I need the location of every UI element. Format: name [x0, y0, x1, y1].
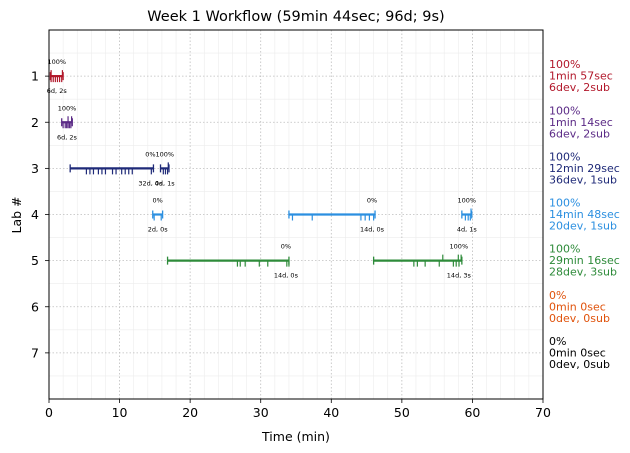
- y-tick-label: 2: [31, 115, 39, 130]
- x-tick-label: 70: [535, 405, 551, 420]
- session-count-label: 6d, 2s: [57, 133, 78, 141]
- lab-summary-line: 100%: [549, 243, 580, 256]
- lab-summary-line: 6dev, 2sub: [549, 81, 610, 94]
- lab-summary-line: 28dev, 3sub: [549, 266, 617, 279]
- session-percent-label: 0%: [281, 243, 291, 251]
- session-percent-label: 100%: [155, 150, 174, 158]
- x-tick-label: 40: [323, 405, 339, 420]
- lab-summary-line: 100%: [549, 197, 580, 210]
- chart-title: Week 1 Workflow (59min 44sec; 96d; 9s): [147, 9, 444, 25]
- lab-summary-line: 100%: [549, 58, 580, 71]
- session-percent-label: 0%: [367, 197, 377, 205]
- lab-summary-line: 6dev, 2sub: [549, 127, 610, 140]
- session-count-label: 6d, 2s: [47, 87, 68, 95]
- lab-summary-line: 1min 14sec: [549, 116, 613, 129]
- session-percent-label: 100%: [457, 197, 476, 205]
- session-percent-label: 100%: [58, 104, 77, 112]
- lab-summary-line: 0dev, 0sub: [549, 312, 610, 325]
- x-tick-label: 50: [394, 405, 410, 420]
- session-count-label: 4d, 1s: [155, 179, 176, 187]
- lab-summary-line: 0%: [549, 289, 566, 302]
- session-count-label: 4d, 1s: [457, 226, 478, 234]
- lab-summary-line: 36dev, 1sub: [549, 173, 617, 186]
- lab-summary-line: 0dev, 0sub: [549, 358, 610, 371]
- lab-summary-line: 14min 48sec: [549, 208, 620, 221]
- x-tick-label: 30: [253, 405, 269, 420]
- session-count-label: 14d, 0s: [360, 226, 385, 234]
- lab-summary-line: 0min 0sec: [549, 346, 606, 359]
- session-count-label: 2d, 0s: [148, 226, 169, 234]
- lab-summary-line: 1min 57sec: [549, 70, 613, 83]
- lab-summary-line: 29min 16sec: [549, 254, 620, 267]
- y-tick-label: 3: [31, 161, 39, 176]
- session-percent-label: 100%: [47, 58, 66, 66]
- lab-summary-line: 0min 0sec: [549, 300, 606, 313]
- y-axis-label: Lab #: [9, 196, 24, 233]
- lab-summary-line: 20dev, 1sub: [549, 220, 617, 233]
- y-tick-label: 7: [31, 345, 39, 360]
- timeline-marks: 100% 6d, 2s 100% 6d, 2s 0% 32d, 0s 100% 4d, 1s 0…: [47, 58, 478, 280]
- x-tick-label: 10: [112, 405, 128, 420]
- x-tick-label: 0: [45, 405, 53, 420]
- lab-summary-line: 100%: [549, 104, 580, 117]
- axis-ticks: 0 10 20 30 40 50 60 70 1 2 3 4 5 6 7: [31, 69, 551, 420]
- lab-summary-line: 0%: [549, 335, 566, 348]
- y-tick-label: 1: [31, 69, 39, 84]
- session-count-label: 14d, 3s: [447, 272, 472, 280]
- session-percent-label: 0%: [145, 150, 155, 158]
- lab-summary-line: 100%: [549, 150, 580, 163]
- session-count-label: 14d, 0s: [274, 272, 299, 280]
- x-axis-label: Time (min): [261, 429, 330, 444]
- session-percent-label: 100%: [450, 243, 469, 251]
- session-count-label: 32d, 0s: [138, 179, 163, 187]
- y-tick-label: 5: [31, 253, 39, 268]
- x-tick-label: 60: [464, 405, 480, 420]
- y-tick-label: 4: [31, 207, 39, 222]
- lab-summary-line: 12min 29sec: [549, 162, 620, 175]
- session-percent-label: 0%: [153, 197, 163, 205]
- y-tick-label: 6: [31, 299, 39, 314]
- x-tick-label: 20: [182, 405, 198, 420]
